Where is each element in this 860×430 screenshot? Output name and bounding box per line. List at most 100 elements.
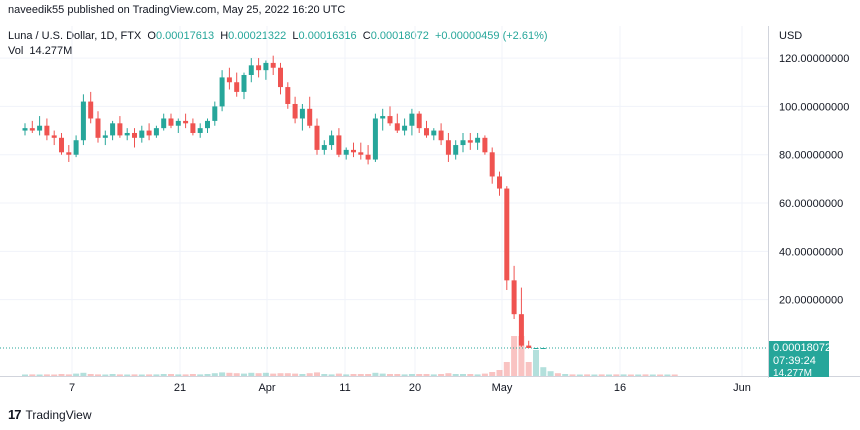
volume-bar	[314, 372, 320, 376]
volume-bar	[547, 371, 554, 376]
volume-bar	[503, 362, 510, 376]
volume-label[interactable]: Vol	[8, 45, 24, 57]
candle-body	[102, 135, 108, 138]
volume-bar	[58, 374, 65, 376]
time-axis[interactable]: 7 21 Apr 11 20 May 16 Jun	[0, 377, 860, 407]
volume-bar	[489, 372, 496, 376]
candle-body	[336, 135, 342, 155]
volume-bar	[357, 374, 364, 376]
volume-bar	[175, 374, 182, 376]
symbol-name[interactable]: Luna / U.S. Dollar, 1D, FTX	[8, 30, 142, 42]
low-label: L	[292, 30, 299, 42]
volume-bar	[277, 373, 284, 376]
candle-body	[168, 118, 174, 126]
volume-bar	[467, 374, 474, 376]
volume-bar	[109, 374, 116, 376]
candle-body	[504, 188, 510, 281]
candle-body	[205, 120, 210, 129]
candle-body	[518, 314, 524, 346]
volume-bar	[533, 350, 539, 376]
candle-body	[372, 118, 378, 160]
volume-bar	[496, 370, 503, 376]
volume-bar	[65, 374, 72, 376]
chart-grid	[0, 26, 768, 376]
candle-body	[175, 120, 181, 126]
volume-bar	[168, 374, 174, 376]
time-tick: 21	[174, 382, 186, 394]
volume-bar	[569, 374, 576, 376]
time-tick: 11	[339, 382, 350, 394]
candle-body	[453, 145, 459, 155]
candle-body	[37, 125, 43, 131]
high-value: 0.00021322	[228, 30, 287, 42]
volume-bar	[511, 336, 518, 376]
volume-bar	[408, 374, 415, 376]
candle-body	[73, 140, 79, 155]
volume-bar	[642, 374, 649, 376]
volume-bar	[365, 374, 372, 376]
candle-body	[219, 77, 225, 107]
volume-bar	[241, 373, 247, 376]
candle-body	[22, 128, 28, 131]
candles	[22, 55, 546, 349]
volume-bar	[51, 374, 58, 376]
candle-body	[409, 113, 415, 126]
volume-bar	[576, 374, 583, 376]
volume-bar	[430, 374, 437, 376]
volume-bar	[116, 374, 123, 376]
candle-body	[329, 135, 335, 146]
volume-bar	[197, 374, 204, 376]
volume-bar	[664, 374, 671, 376]
volume-bar	[474, 374, 481, 376]
close-value: 0.00018072	[370, 30, 429, 42]
price-tick: 60.00000000	[779, 198, 843, 210]
candle-body	[124, 132, 130, 136]
volume-bar	[591, 374, 598, 376]
price-tick: 40.00000000	[779, 246, 843, 258]
volume-bar	[657, 374, 664, 376]
candle-body	[190, 123, 196, 133]
candle-body	[146, 130, 152, 136]
volume-bar	[562, 374, 569, 376]
candle-body	[438, 130, 444, 141]
volume-bar	[248, 372, 255, 376]
volume-bar	[554, 373, 561, 376]
price-axis-ticks: 120.00000000 100.00000000 80.00000000 60.00…	[779, 53, 849, 307]
candle-body	[234, 82, 240, 92]
footer-brand[interactable]: 17 TradingView	[8, 407, 92, 422]
candle-body	[307, 108, 313, 126]
candle-body	[467, 140, 473, 143]
volume-bar	[540, 367, 547, 376]
volume-legend: Vol 14.277M	[8, 45, 72, 57]
low-value: 0.00016316	[298, 30, 357, 42]
volume-bar	[438, 374, 445, 376]
volume-bar	[255, 373, 262, 376]
volume-bar	[613, 374, 620, 376]
candle-body	[212, 106, 218, 121]
candle-body	[351, 149, 356, 153]
candle-body	[380, 116, 386, 119]
volume-bar	[233, 373, 240, 376]
volume-bar	[43, 374, 50, 376]
candle-body	[132, 132, 137, 138]
candle-body	[263, 62, 269, 71]
candle-body	[59, 137, 64, 153]
candle-body	[248, 65, 254, 75]
volume-bar	[321, 374, 328, 376]
candle-body	[153, 128, 159, 136]
currency-label: USD	[779, 30, 802, 42]
candle-body	[226, 77, 232, 83]
candle-body	[533, 347, 539, 349]
volume-bar	[80, 372, 87, 376]
volume-bar	[328, 374, 335, 376]
price-chart[interactable]: USD 120.00000000 100.00000000 80.00000000 6…	[0, 26, 860, 378]
volume-bar	[394, 374, 401, 376]
volume-bar	[219, 372, 226, 376]
volume-bar	[138, 374, 145, 376]
volume-bar	[584, 374, 591, 376]
volume-bar	[160, 374, 167, 376]
last-price-tag: 0.00018072	[773, 342, 831, 354]
volume-bar	[416, 374, 423, 376]
candle-body	[394, 123, 400, 131]
volume-bar	[649, 374, 656, 376]
